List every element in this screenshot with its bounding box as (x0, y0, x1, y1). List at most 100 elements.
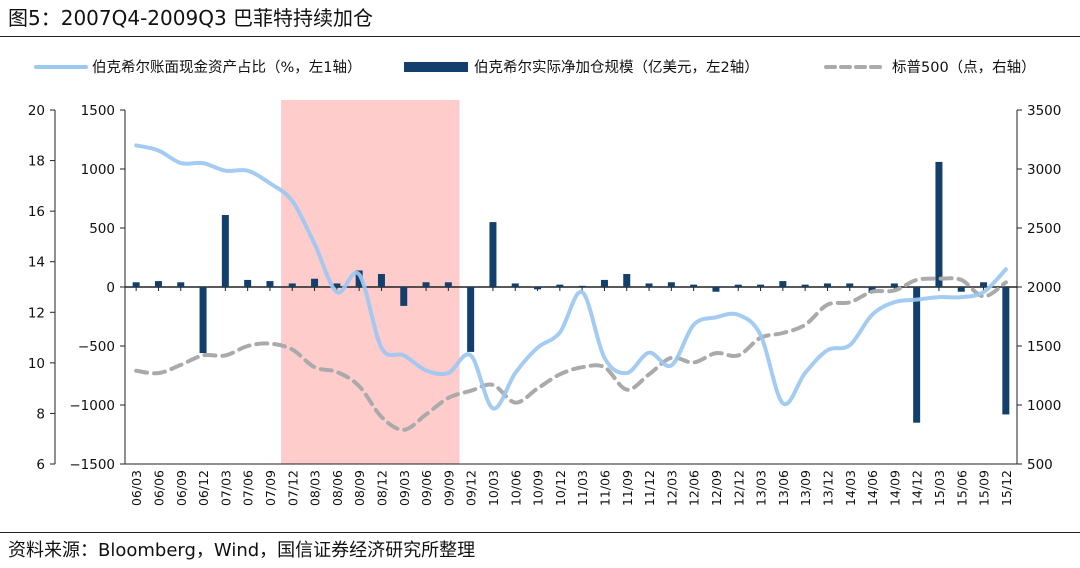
figure-title: 图5：2007Q4-2009Q3 巴菲特持续加仓 (8, 6, 374, 30)
legend-label-cash-ratio: 伯克希尔账面现金资产占比（%，左1轴） (92, 59, 362, 76)
x-tick-label: 08/03 (308, 470, 323, 506)
x-tick-label: 11/09 (620, 470, 635, 506)
net-buy-bar (377, 274, 385, 287)
net-buy-bar (511, 283, 519, 287)
right-tick-label: 2000 (1027, 280, 1061, 296)
left1-tick-label: 10 (28, 356, 45, 372)
x-tick-label: 15/09 (977, 470, 992, 506)
left2-tick-label: −500 (78, 339, 115, 355)
net-buy-bar (578, 285, 586, 287)
figure-source: 资料来源：Bloomberg，Wind，国信证券经济研究所整理 (8, 540, 476, 561)
left1-tick-label: 16 (28, 204, 45, 220)
x-tick-label: 06/03 (129, 470, 144, 506)
x-tick-label: 06/06 (151, 470, 166, 506)
net-buy-bar (177, 282, 185, 287)
x-tick-label: 06/12 (196, 470, 211, 506)
sp500-series-line (134, 276, 1008, 432)
x-tick-label: 10/06 (508, 470, 523, 506)
legend-label-sp500: 标普500（点，右轴） (892, 59, 1036, 76)
net-buy-bar (779, 281, 787, 287)
x-tick-label: 14/09 (887, 470, 902, 506)
right-tick-label: 1500 (1027, 339, 1061, 355)
x-tick-label: 14/12 (910, 470, 925, 506)
chart-axes: 6 8 10 12 14 16 18 20 −1500 −1000 −500 0 500 1000 1500… (28, 103, 1062, 473)
net-buy-bar (623, 274, 631, 287)
x-tick-label: 13/09 (798, 470, 813, 506)
x-tick-label: 14/03 (843, 470, 858, 506)
x-tick-label: 15/12 (999, 470, 1014, 506)
x-tick-label: 10/09 (531, 470, 546, 506)
source-rule (0, 532, 1080, 533)
net-buy-bar (913, 287, 921, 423)
x-tick-label: 12/09 (709, 470, 724, 506)
legend-label-net-buy: 伯克希尔实际净加仓规模（亿美元，左2轴） (474, 59, 759, 76)
left2-tick-label: −1500 (69, 457, 115, 473)
net-buy-bar (645, 283, 653, 287)
net-buy-bar (266, 281, 274, 287)
left2-tick-label: 1000 (81, 162, 115, 178)
right-tick-label: 2500 (1027, 221, 1061, 237)
x-tick-label: 13/06 (776, 470, 791, 506)
net-buy-bar (823, 283, 831, 287)
x-tick-label: 15/06 (954, 470, 969, 506)
x-tick-label: 07/12 (285, 470, 300, 506)
right-tick-label: 1000 (1027, 398, 1061, 414)
left1-tick-label: 20 (28, 103, 45, 119)
x-tick-label: 14/06 (865, 470, 880, 506)
x-axis-tick-labels: 06/03 06/06 06/09 06/12 07/03 07/06 07/09 07/12… (129, 470, 1014, 506)
net-buy-bar (667, 282, 675, 287)
x-tick-label: 07/03 (218, 470, 233, 506)
x-tick-label: 10/12 (553, 470, 568, 506)
left2-tick-label: 500 (89, 221, 115, 237)
net-buy-bar (556, 284, 564, 287)
right-tick-label: 3000 (1027, 162, 1061, 178)
net-buy-bar (734, 284, 742, 287)
left1-tick-label: 8 (36, 406, 45, 422)
x-tick-label: 10/03 (486, 470, 501, 506)
net-buy-bar (600, 279, 608, 287)
net-buy-bar (890, 283, 898, 287)
cash-ratio-series-line (134, 143, 1008, 411)
title-rule (0, 36, 1080, 37)
x-tick-label: 08/09 (352, 470, 367, 506)
x-tick-label: 13/03 (754, 470, 769, 506)
x-tick-label: 13/12 (820, 470, 835, 506)
net-buy-bar (846, 283, 854, 287)
x-tick-label: 12/03 (664, 470, 679, 506)
net-buy-bar (311, 278, 319, 287)
x-tick-label: 11/03 (575, 470, 590, 506)
net-buy-bar (935, 161, 943, 287)
net-buy-bar (489, 222, 497, 287)
net-buy-bar (801, 284, 809, 287)
x-tick-label: 07/09 (263, 470, 278, 506)
chart: 伯克希尔账面现金资产占比（%，左1轴） 伯克希尔实际净加仓规模（亿美元，左2轴） 标… (28, 59, 1062, 506)
x-tick-label: 08/06 (330, 470, 345, 506)
x-tick-label: 09/03 (397, 470, 412, 506)
right-tick-label: 500 (1027, 457, 1053, 473)
net-buy-bar (757, 284, 765, 287)
net-buy-bar (333, 283, 341, 287)
bar-series (132, 161, 1010, 423)
x-tick-label: 08/12 (374, 470, 389, 506)
x-tick-label: 07/06 (241, 470, 256, 506)
right-tick-label: 3500 (1027, 103, 1061, 119)
x-tick-label: 09/06 (419, 470, 434, 506)
net-buy-bar (444, 282, 452, 287)
x-tick-label: 09/12 (464, 470, 479, 506)
net-buy-bar (467, 287, 475, 352)
net-buy-bar (712, 287, 720, 292)
net-buy-bar (422, 282, 430, 287)
net-buy-bar (980, 282, 988, 287)
left1-tick-label: 14 (28, 255, 45, 271)
net-buy-bar (1002, 287, 1010, 415)
x-tick-label: 11/06 (597, 470, 612, 506)
left1-tick-label: 12 (28, 305, 45, 321)
x-tick-label: 09/09 (441, 470, 456, 506)
x-tick-label: 06/09 (174, 470, 189, 506)
x-tick-label: 12/12 (731, 470, 746, 506)
net-buy-bar (355, 270, 363, 287)
net-buy-bar (244, 279, 252, 287)
left2-tick-label: −1000 (69, 398, 115, 414)
left2-tick-label: 1500 (81, 103, 115, 119)
net-buy-bar (199, 287, 207, 354)
